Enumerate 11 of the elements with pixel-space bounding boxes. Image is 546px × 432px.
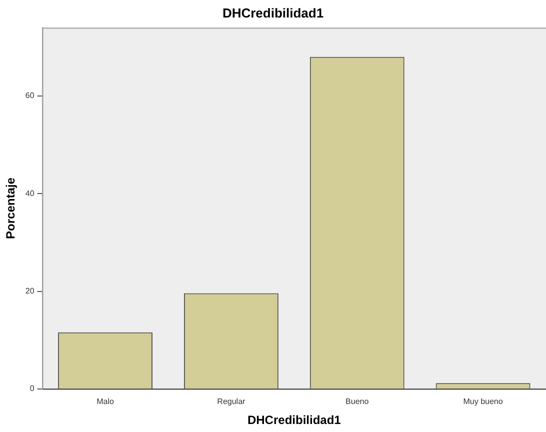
y-tick-label: 40 (25, 188, 35, 198)
x-tick-label: Malo (96, 397, 114, 406)
x-axis-title: DHCredibilidad1 (247, 413, 342, 428)
y-axis-title: Porcentaje (4, 177, 18, 239)
y-tick-label: 60 (25, 91, 35, 100)
chart-title: DHCredibilidad1 (222, 5, 324, 20)
x-tick-label: Muy bueno (463, 397, 504, 406)
y-tick-label: 0 (30, 384, 35, 394)
x-tick-label: Bueno (346, 397, 370, 406)
x-tick-label: Regular (217, 397, 246, 406)
y-tick-label: 20 (25, 286, 35, 296)
